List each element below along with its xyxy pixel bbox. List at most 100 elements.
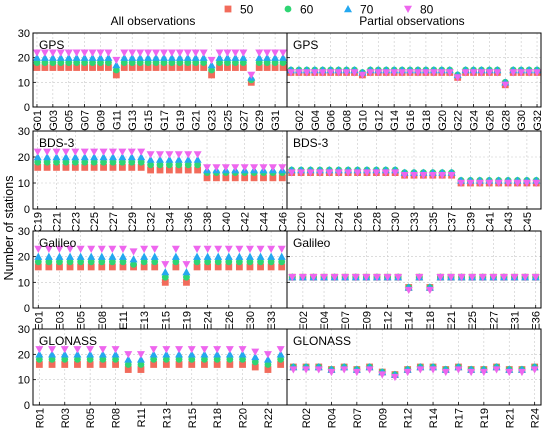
x-tick-label: C43 bbox=[503, 212, 515, 232]
point-50-c21 bbox=[53, 164, 60, 171]
x-tick-label: G11 bbox=[111, 110, 123, 130]
panel-bds-3-all: 0 10 20 30 C19 C21 C23 C25 C27 C29 C32 C34 C36 C38 C40… bbox=[18, 126, 290, 232]
point-80-g15 bbox=[144, 49, 153, 57]
point-80-e02 bbox=[298, 274, 307, 282]
point-80-g21 bbox=[191, 49, 200, 57]
x-tick-label: E08 bbox=[97, 311, 109, 331]
point-70-e13 bbox=[140, 252, 149, 260]
point-60-g18 bbox=[168, 59, 176, 66]
point-70-r13 bbox=[162, 350, 171, 358]
point-70-e36 bbox=[277, 252, 286, 260]
point-70-g14 bbox=[136, 53, 145, 61]
point-80-e01 bbox=[288, 274, 297, 282]
point-80-c26 bbox=[353, 169, 362, 177]
point-70-e19 bbox=[182, 268, 191, 276]
point-70-g21 bbox=[191, 53, 200, 61]
point-60-e26 bbox=[225, 258, 233, 266]
column-title-all: All observations bbox=[111, 14, 196, 28]
point-70-e31 bbox=[256, 252, 265, 260]
x-tick-label: R04 bbox=[326, 408, 338, 428]
point-80-c32 bbox=[400, 172, 409, 180]
point-80-c43 bbox=[250, 164, 259, 172]
point-60-g21 bbox=[192, 59, 200, 66]
point-60-c33 bbox=[156, 161, 164, 169]
point-70-r08 bbox=[111, 350, 120, 358]
point-50-g27 bbox=[239, 64, 247, 71]
point-50-c28 bbox=[118, 164, 126, 171]
point-60-r04 bbox=[74, 356, 81, 363]
point-50-r22 bbox=[264, 366, 272, 373]
point-70-e30 bbox=[245, 252, 254, 260]
point-50-r21 bbox=[251, 363, 259, 371]
point-80-e33 bbox=[267, 245, 276, 253]
point-80-e11 bbox=[118, 245, 127, 253]
point-80-c19 bbox=[33, 148, 42, 156]
point-80-c26 bbox=[99, 148, 108, 156]
point-60-e24 bbox=[204, 258, 212, 266]
point-50-c19 bbox=[34, 164, 42, 171]
point-80-g20 bbox=[437, 69, 446, 77]
point-50-c46 bbox=[278, 174, 286, 182]
point-80-g16 bbox=[406, 69, 415, 77]
point-80-r18 bbox=[467, 368, 476, 377]
point-80-r24 bbox=[276, 346, 285, 354]
panel-title: GPS bbox=[39, 38, 64, 52]
x-tick-label: E02 bbox=[298, 311, 310, 331]
y-tick-label: 20 bbox=[18, 349, 30, 361]
point-80-g05 bbox=[318, 69, 327, 77]
point-50-g02 bbox=[41, 64, 49, 71]
point-80-g08 bbox=[88, 49, 97, 57]
point-60-g03 bbox=[49, 59, 57, 66]
point-80-c23 bbox=[71, 148, 80, 156]
x-tick-label: E13 bbox=[139, 311, 151, 331]
x-tick-label: E01 bbox=[33, 311, 45, 331]
point-70-g05 bbox=[64, 53, 73, 61]
point-80-e02 bbox=[44, 245, 53, 253]
x-tick-label: E24 bbox=[203, 311, 215, 331]
point-60-c19 bbox=[34, 158, 42, 166]
point-60-e27 bbox=[235, 258, 243, 266]
point-50-g19 bbox=[176, 64, 184, 71]
point-60-c32 bbox=[147, 161, 154, 169]
point-80-g18 bbox=[167, 49, 176, 57]
point-70-c19 bbox=[33, 153, 42, 161]
x-tick-label: C37 bbox=[447, 212, 459, 232]
x-tick-label: R20 bbox=[238, 408, 250, 428]
point-60-g30 bbox=[263, 59, 271, 66]
point-60-g19 bbox=[176, 59, 184, 66]
point-80-g30 bbox=[263, 49, 272, 57]
point-70-e11 bbox=[118, 252, 127, 260]
point-80-c23 bbox=[325, 169, 334, 177]
panel-title: GLONASS bbox=[39, 334, 97, 348]
point-70-e24 bbox=[203, 252, 212, 260]
point-70-r22 bbox=[263, 355, 272, 363]
point-70-c26 bbox=[99, 153, 108, 161]
point-80-g01 bbox=[286, 69, 295, 77]
legend-label-80: 80 bbox=[420, 3, 434, 17]
point-80-c24 bbox=[80, 148, 89, 156]
point-80-g14 bbox=[136, 49, 145, 57]
point-50-r05 bbox=[86, 361, 94, 368]
point-60-e12 bbox=[130, 260, 137, 268]
point-50-c41 bbox=[231, 174, 239, 182]
point-70-e03 bbox=[55, 252, 64, 260]
point-60-g27 bbox=[239, 59, 247, 66]
x-tick-label: E27 bbox=[488, 311, 500, 331]
point-80-r05 bbox=[340, 366, 349, 374]
point-80-g19 bbox=[175, 49, 184, 57]
x-tick-label: E14 bbox=[404, 311, 416, 331]
point-70-r24 bbox=[276, 350, 285, 358]
x-tick-label: C29 bbox=[127, 212, 139, 232]
point-50-c40 bbox=[222, 174, 230, 182]
point-80-c36 bbox=[184, 151, 193, 159]
point-50-r02 bbox=[48, 361, 56, 368]
point-70-r19 bbox=[225, 350, 234, 358]
legend-marker-60 bbox=[284, 5, 292, 13]
x-tick-label: C20 bbox=[296, 212, 308, 232]
point-60-c34 bbox=[166, 161, 173, 169]
legend-marker-50 bbox=[224, 5, 232, 13]
y-tick-label: 20 bbox=[18, 152, 30, 164]
point-80-c45 bbox=[268, 164, 277, 172]
point-70-g02 bbox=[40, 53, 49, 61]
point-60-r09 bbox=[124, 361, 132, 368]
